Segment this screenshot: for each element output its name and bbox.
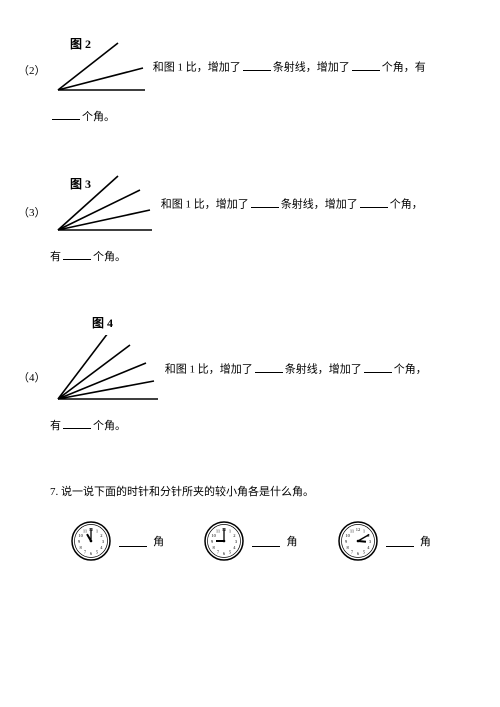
q4-unit-a: 条射线，增加了 xyxy=(285,364,362,376)
q4-blank-2[interactable] xyxy=(364,361,392,373)
q3-text-a: 和图 1 比，增加了 xyxy=(161,199,249,211)
clock-item-2: 123456789101112 角 xyxy=(202,519,297,563)
q2-line2: 个角。 xyxy=(50,108,450,124)
q3-fig-label: 图 3 xyxy=(70,174,91,196)
q4-line2: 有 个角。 xyxy=(50,417,450,433)
clock-1-icon: 123456789101112 xyxy=(69,519,113,563)
clock-item-3: 123456789101112 角 xyxy=(336,519,431,563)
clock-2-blank[interactable] xyxy=(252,535,280,547)
svg-text:1: 1 xyxy=(229,529,231,534)
q3-blank-3[interactable] xyxy=(63,248,91,260)
svg-text:2: 2 xyxy=(100,533,102,538)
q2-line1: 图 2 （2） 和图 1 比，增加了条射线，增加了个角，有 xyxy=(50,40,450,96)
q3-cont-a: 个角。 xyxy=(93,251,126,263)
svg-text:11: 11 xyxy=(216,529,220,534)
svg-text:12: 12 xyxy=(356,527,361,532)
q4-num: （4） xyxy=(18,369,46,389)
q2-cont-a: 个角。 xyxy=(82,111,115,123)
question-7: 7. 说一说下面的时针和分针所夹的较小角各是什么角。 1234567891011… xyxy=(50,483,450,563)
clock-row: 123456789101112 角 123456789101112 角 1234… xyxy=(50,519,450,563)
clock-3-blank[interactable] xyxy=(386,535,414,547)
q3-unit-b: 个角， xyxy=(390,199,423,211)
q4-cont-prefix: 有 xyxy=(50,420,61,432)
q3-blank-1[interactable] xyxy=(251,196,279,208)
q4-line1: （4） 和图 1 比，增加了条射线，增加了个角， xyxy=(50,335,450,405)
q4-blank-3[interactable] xyxy=(63,417,91,429)
clock-item-1: 123456789101112 角 xyxy=(69,519,164,563)
q2-blank-1[interactable] xyxy=(243,59,271,71)
q4-blank-1[interactable] xyxy=(255,361,283,373)
q3-line2: 有 个角。 xyxy=(50,248,450,264)
clock-1-angle: 角 xyxy=(153,533,164,549)
q4-cont-a: 个角。 xyxy=(93,420,126,432)
rays-figure-2 xyxy=(50,40,150,96)
rays-figure-3 xyxy=(50,174,158,236)
q2-text-a: 和图 1 比，增加了 xyxy=(153,62,241,74)
q2-fig-label: 图 2 xyxy=(70,34,91,56)
q7-prompt: 7. 说一说下面的时针和分针所夹的较小角各是什么角。 xyxy=(50,483,450,499)
clock-3-icon: 123456789101112 xyxy=(336,519,380,563)
q4-unit-b: 个角， xyxy=(394,364,427,376)
q4-text-a: 和图 1 比，增加了 xyxy=(165,364,253,376)
svg-text:10: 10 xyxy=(345,533,350,538)
svg-text:1: 1 xyxy=(363,529,365,534)
svg-text:1: 1 xyxy=(96,529,98,534)
question-4: 图 4 （4） 和图 1 比，增加了条射线，增加了个角， 有个角。 xyxy=(50,314,450,433)
svg-text:11: 11 xyxy=(350,529,354,534)
svg-text:11: 11 xyxy=(83,529,87,534)
q2-blank-2[interactable] xyxy=(352,59,380,71)
q2-unit-a: 条射线，增加了 xyxy=(273,62,350,74)
q3-line1: 图 3 （3） 和图 1 比，增加了条射线，增加了个角， xyxy=(50,174,450,236)
svg-text:10: 10 xyxy=(212,533,217,538)
q2-unit-b: 个角，有 xyxy=(382,62,426,74)
q2-blank-3[interactable] xyxy=(52,108,80,120)
svg-text:2: 2 xyxy=(234,533,236,538)
clock-1-blank[interactable] xyxy=(119,535,147,547)
clock-3-angle: 角 xyxy=(420,533,431,549)
clock-2-icon: 123456789101112 xyxy=(202,519,246,563)
q3-unit-a: 条射线，增加了 xyxy=(281,199,358,211)
q4-fig-label: 图 4 xyxy=(92,314,113,331)
q3-num: （3） xyxy=(18,204,46,224)
clock-2-angle: 角 xyxy=(286,533,297,549)
question-3: 图 3 （3） 和图 1 比，增加了条射线，增加了个角， 有个角。 xyxy=(50,174,450,264)
question-2: 图 2 （2） 和图 1 比，增加了条射线，增加了个角，有 个角。 xyxy=(50,40,450,124)
rays-figure-4 xyxy=(50,335,162,405)
q2-num: （2） xyxy=(18,62,46,82)
q3-cont-prefix: 有 xyxy=(50,251,61,263)
svg-text:10: 10 xyxy=(79,533,84,538)
q3-blank-2[interactable] xyxy=(360,196,388,208)
